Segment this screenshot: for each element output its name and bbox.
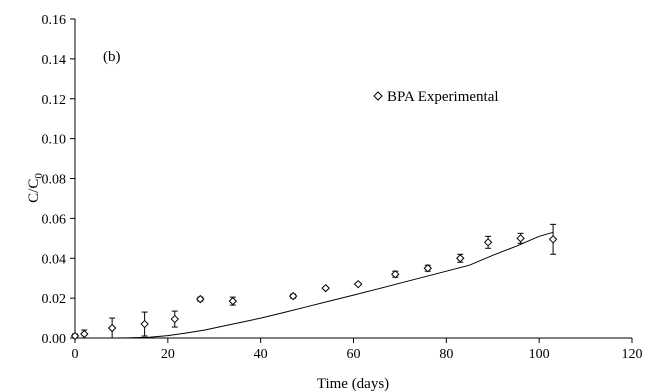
data-point (196, 294, 205, 304)
data-point (456, 253, 465, 263)
data-point (483, 235, 493, 249)
diamond-marker (80, 329, 89, 339)
y-tick-label: 0.14 (42, 53, 67, 68)
x-axis-title: Time (days) (317, 376, 389, 392)
y-axis-title-main: C/C (26, 179, 42, 203)
data-point (321, 283, 330, 293)
y-tick-label: 0.10 (42, 133, 67, 148)
y-tick-label: 0.12 (42, 93, 67, 108)
data-point (140, 311, 149, 337)
diamond-marker (353, 279, 363, 289)
y-tick-label: 0.02 (42, 292, 67, 307)
diamond-marker (196, 294, 205, 304)
model-fit-line (75, 231, 554, 339)
data-point (170, 310, 180, 328)
data-point (516, 232, 525, 244)
data-point (107, 317, 117, 339)
data-point (70, 331, 80, 341)
diamond-marker (107, 323, 117, 333)
diamond-marker (288, 291, 298, 301)
diamond-marker (516, 234, 525, 243)
x-tick-label: 100 (529, 347, 550, 362)
diamond-marker (391, 269, 400, 279)
fit-line-group (75, 231, 554, 339)
y-tick-label: 0.08 (42, 173, 67, 188)
x-tick-label: 40 (254, 347, 268, 362)
diamond-marker (140, 319, 149, 329)
diamond-marker (228, 296, 238, 306)
y-tick-label: 0.06 (42, 212, 67, 227)
data-point (391, 269, 400, 279)
x-tick-label: 20 (161, 347, 175, 362)
y-tick-label: 0.04 (42, 252, 67, 267)
legend-diamond-icon (373, 91, 383, 101)
data-point (80, 329, 89, 339)
x-tick-label: 0 (72, 347, 79, 362)
axes (74, 19, 632, 339)
panel-label: (b) (103, 49, 121, 65)
data-point (288, 291, 298, 301)
x-tick-label: 120 (622, 347, 643, 362)
x-tick-label: 60 (347, 347, 361, 362)
data-points (70, 223, 558, 341)
y-axis-title-subscript: 0 (33, 173, 45, 179)
diamond-marker (170, 314, 180, 324)
diamond-marker (321, 283, 330, 293)
y-axis-title: C/C0 (26, 173, 45, 203)
y-tick-label: 0.16 (42, 13, 67, 28)
diamond-marker (483, 238, 493, 247)
data-point (353, 279, 363, 289)
legend-label: BPA Experimental (387, 89, 499, 105)
data-point (548, 223, 558, 255)
diamond-marker (548, 235, 558, 244)
legend: BPA Experimental (373, 89, 499, 105)
x-tick-label: 80 (439, 347, 453, 362)
diamond-marker (70, 331, 80, 341)
ticks: 0 20 40 60 80 100 120 0.00 0.02 0.04 0.06 0.08 0.10 0… (42, 13, 643, 362)
data-point (423, 264, 432, 273)
svg-text:C/C0: C/C0 (26, 173, 45, 203)
diamond-marker (456, 254, 465, 263)
diamond-marker (423, 264, 432, 273)
data-point (228, 296, 238, 306)
y-tick-label: 0.00 (42, 332, 67, 347)
